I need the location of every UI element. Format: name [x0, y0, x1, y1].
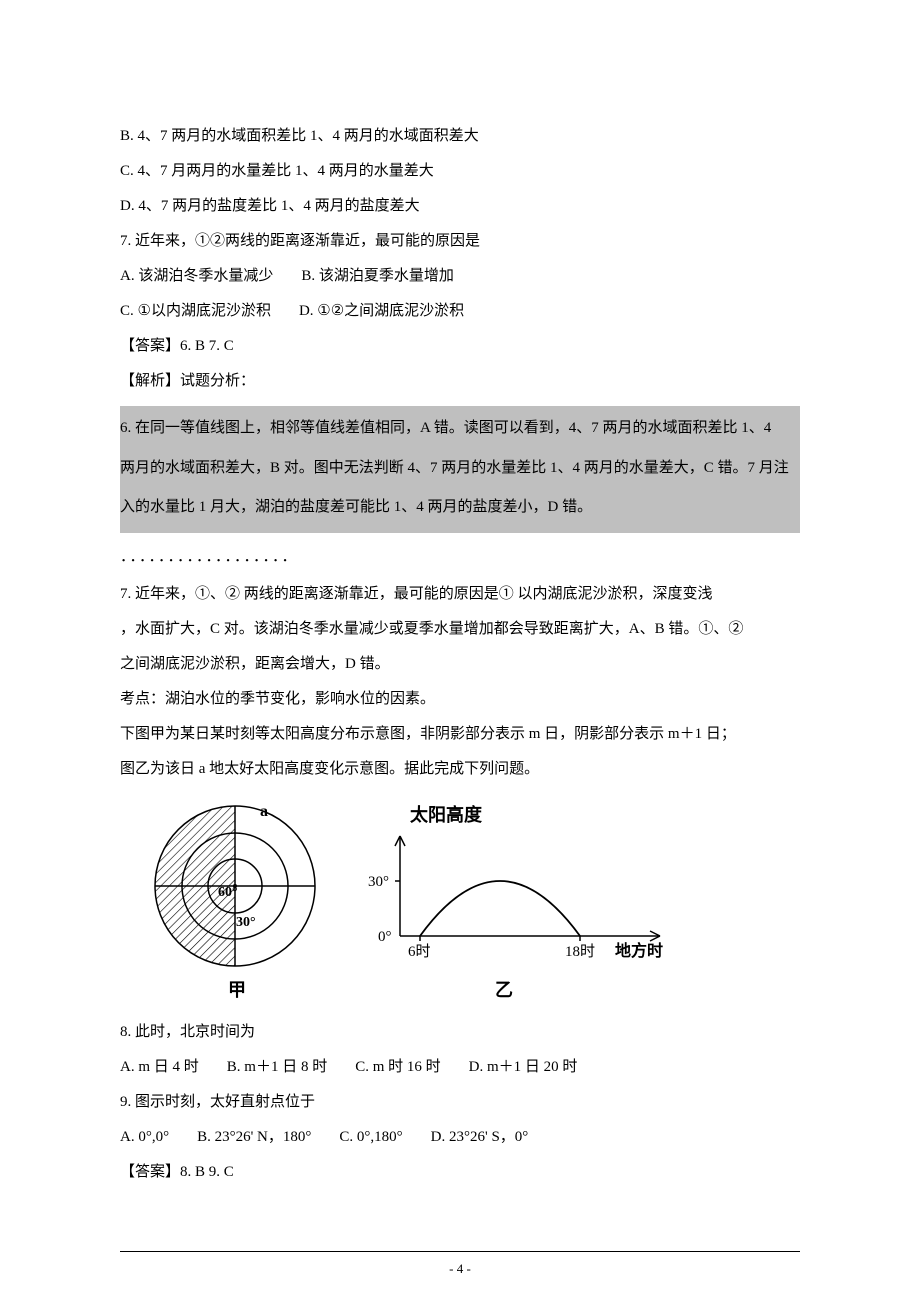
question-8: 8. 此时，北京时间为 — [120, 1016, 800, 1049]
exp7-line-1: 7. 近年来，①、② 两线的距离逐渐靠近，最可能的原因是① 以内湖底泥沙淤积，深… — [120, 578, 800, 611]
answer-6-7: 【答案】6. B 7. C — [120, 330, 800, 363]
q7-option-b: B. 该湖泊夏季水量增加 — [301, 268, 454, 284]
ellipsis-dots: ．．．．．．．．．．．．．．．．．． — [120, 541, 800, 574]
q7-options-row2: C. ①以内湖底泥沙淤积 D. ①②之间湖底泥沙淤积 — [120, 295, 800, 328]
question-7: 7. 近年来，①②两线的距离逐渐靠近，最可能的原因是 — [120, 225, 800, 258]
yi-title: 太阳高度 — [410, 804, 483, 825]
footer-divider — [120, 1251, 800, 1252]
q8-option-d: D. m＋1 日 20 时 — [469, 1059, 578, 1075]
analysis-label: 【解析】试题分析： — [120, 365, 800, 398]
exp7-line-3: 之间湖底泥沙淤积，距离会增大，D 错。 — [120, 648, 800, 681]
hl-line-2: 两月的水域面积差大，B 对。图中无法判断 4、7 两月的水量差比 1、4 两月的… — [120, 450, 800, 488]
q9-option-a: A. 0°,0° — [120, 1129, 169, 1145]
q7-option-c: C. ①以内湖底泥沙淤积 — [120, 303, 271, 319]
yi-x6: 6时 — [408, 943, 431, 960]
yi-y0: 0° — [378, 929, 392, 945]
q9-option-c: C. 0°,180° — [339, 1129, 402, 1145]
caption-jia: 甲 — [228, 980, 246, 1000]
label-30: 30° — [236, 915, 256, 930]
diagram-jia: a 60° 30° 甲 — [140, 796, 330, 1006]
topic-line: 考点：湖泊水位的季节变化，影响水位的因素。 — [120, 683, 800, 716]
q8-option-c: C. m 时 16 时 — [355, 1059, 440, 1075]
exp7-line-2: ，水面扩大，C 对。该湖泊冬季水量减少或夏季水量增加都会导致距离扩大，A、B 错… — [120, 613, 800, 646]
question-9: 9. 图示时刻，太好直射点位于 — [120, 1086, 800, 1119]
diagram-yi: 太阳高度 30° 0° 6时 18时 地方时 乙 — [360, 796, 680, 1006]
q8-option-b: B. m＋1 日 8 时 — [227, 1059, 327, 1075]
option-b: B. 4、7 两月的水域面积差比 1、4 两月的水域面积差大 — [120, 120, 800, 153]
diagram-row: a 60° 30° 甲 太阳高度 30° 0° 6时 18时 地方时 乙 — [120, 796, 800, 1006]
q7-option-d: D. ①②之间湖底泥沙淤积 — [299, 303, 464, 319]
yi-xlabel: 地方时 — [615, 941, 663, 960]
page-number: - 4 - — [0, 1261, 920, 1277]
q8-options: A. m 日 4 时 B. m＋1 日 8 时 C. m 时 16 时 D. m＋1 … — [120, 1051, 800, 1084]
intro-line-1: 下图甲为某日某时刻等太阳高度分布示意图，非阴影部分表示 m 日，阴影部分表示 m… — [120, 718, 800, 751]
q9-option-b: B. 23°26' N，180° — [197, 1129, 311, 1145]
q8-option-a: A. m 日 4 时 — [120, 1059, 199, 1075]
label-60: 60° — [218, 885, 238, 900]
yi-y30: 30° — [368, 874, 389, 890]
answer-8-9: 【答案】8. B 9. C — [120, 1156, 800, 1189]
option-d: D. 4、7 两月的盐度差比 1、4 两月的盐度差大 — [120, 190, 800, 223]
q9-options: A. 0°,0° B. 23°26' N，180° C. 0°,180° D. 23°… — [120, 1121, 800, 1154]
hl-line-1: 6. 在同一等值线图上，相邻等值线差值相同，A 错。读图可以看到，4、7 两月的… — [120, 410, 800, 448]
q7-option-a: A. 该湖泊冬季水量减少 — [120, 268, 273, 284]
highlight-explanation: 6. 在同一等值线图上，相邻等值线差值相同，A 错。读图可以看到，4、7 两月的… — [120, 406, 800, 533]
hl-line-3: 入的水量比 1 月大，湖泊的盐度差可能比 1、4 两月的盐度差小，D 错。 — [120, 489, 800, 527]
document-body: B. 4、7 两月的水域面积差比 1、4 两月的水域面积差大 C. 4、7 月两… — [0, 0, 920, 1189]
caption-yi: 乙 — [495, 980, 513, 1000]
option-c: C. 4、7 月两月的水量差比 1、4 两月的水量差大 — [120, 155, 800, 188]
yi-x18: 18时 — [565, 943, 595, 960]
intro-line-2: 图乙为该日 a 地太好太阳高度变化示意图。据此完成下列问题。 — [120, 753, 800, 786]
q9-option-d: D. 23°26' S，0° — [431, 1129, 529, 1145]
label-a: a — [260, 803, 268, 820]
q7-options-row1: A. 该湖泊冬季水量减少 B. 该湖泊夏季水量增加 — [120, 260, 800, 293]
